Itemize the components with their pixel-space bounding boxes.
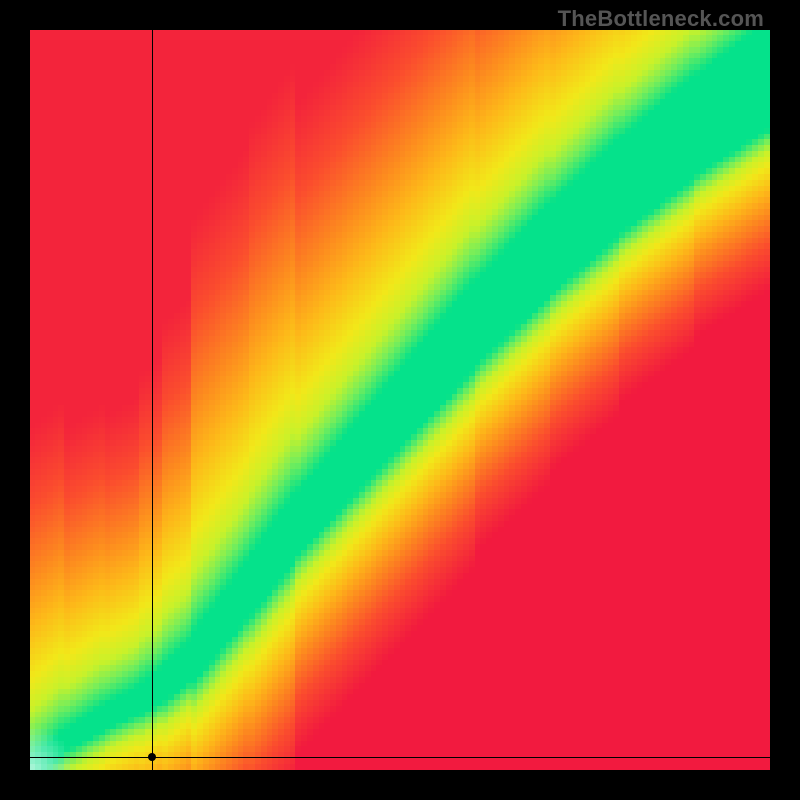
- plot-area: [30, 30, 770, 770]
- heatmap-canvas: [30, 30, 770, 770]
- crosshair-vertical: [152, 30, 153, 770]
- crosshair-marker: [148, 753, 156, 761]
- watermark-text: TheBottleneck.com: [558, 6, 764, 32]
- chart-container: TheBottleneck.com: [0, 0, 800, 800]
- crosshair-horizontal: [30, 757, 770, 758]
